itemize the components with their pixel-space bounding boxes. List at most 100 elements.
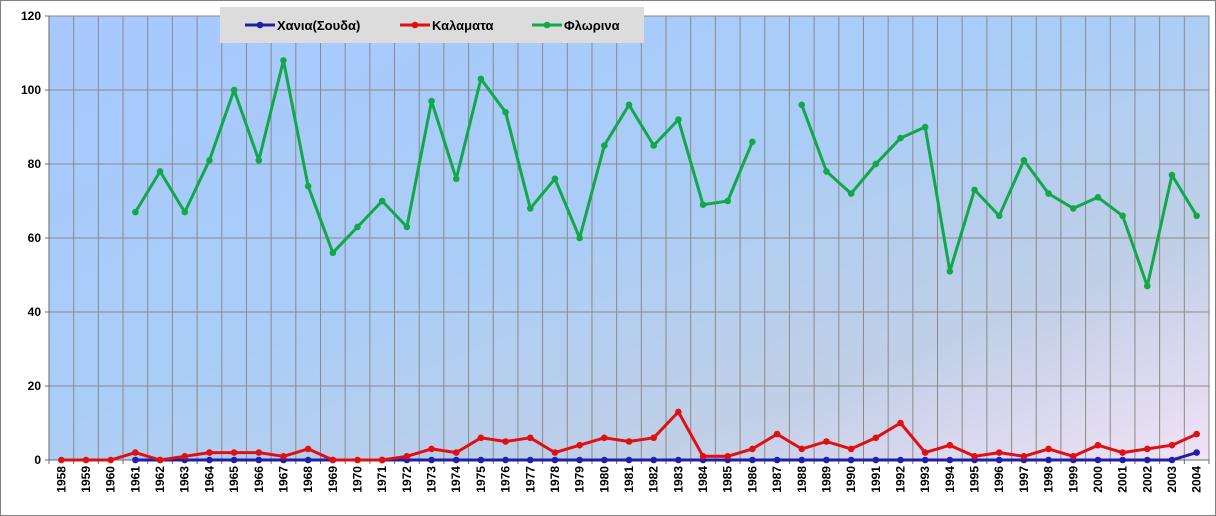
data-point [156,456,164,464]
legend-marker [256,21,264,29]
data-point [724,453,732,460]
data-point [872,160,880,168]
data-point [526,205,534,212]
data-point [823,438,830,445]
data-point [230,456,238,464]
data-point [921,449,929,456]
data-point [1094,441,1102,449]
x-tick-label: 1989 [819,466,833,493]
x-tick-label: 1969 [326,466,340,493]
x-tick-label: 1976 [499,466,513,493]
data-point [502,108,509,116]
legend-label: Καλαματα [432,18,494,33]
data-point [601,434,608,442]
data-point [576,234,583,242]
data-point [107,456,115,464]
data-point [280,57,287,64]
data-point [526,434,534,442]
data-point [773,430,781,438]
data-point [625,101,633,109]
series-line [382,451,1198,462]
data-point [1119,212,1126,220]
data-point [847,456,855,464]
data-point [230,449,238,456]
x-tick-label: 1981 [622,466,636,493]
x-tick-label: 1994 [943,466,957,493]
x-tick-label: 1960 [104,466,118,493]
data-point [1168,171,1176,179]
data-point [1069,205,1077,212]
x-tick-label: 1985 [721,466,735,493]
data-point [921,123,929,131]
x-tick-label: 1958 [54,466,68,493]
y-tick-label: 100 [21,83,41,97]
x-tick-label: 1977 [523,466,537,493]
x-tick-label: 1986 [745,466,759,493]
data-point [206,456,213,464]
series-2 [58,408,1200,464]
data-point [1045,190,1052,197]
data-point [255,157,263,164]
data-point [428,456,435,464]
data-point [897,134,904,142]
data-point [502,456,509,464]
data-point [1045,456,1052,464]
x-tick-label: 1993 [918,466,932,493]
data-point [452,449,460,456]
x-tick-label: 1971 [375,466,389,493]
data-point [847,445,855,453]
data-point [872,434,880,442]
data-point [428,97,435,105]
data-point [798,101,806,109]
legend-marker [411,21,419,29]
gridlines [48,15,1210,461]
legend-marker [543,21,551,29]
data-point [206,449,213,456]
data-point [304,456,312,464]
data-point [749,445,756,453]
x-tick-label: 1980 [597,466,611,493]
data-point [304,182,312,190]
series-3 [132,57,1200,290]
x-tick-label: 2000 [1091,466,1105,493]
series-line [134,58,754,255]
data-point [1119,456,1126,464]
data-point [749,456,756,464]
data-point [675,456,682,464]
data-point [1143,445,1151,453]
data-point [1168,441,1176,449]
x-tick-label: 1983 [671,466,685,493]
legend-box [220,7,644,43]
x-tick-label: 1988 [795,466,809,493]
data-point [798,456,806,464]
x-tick-label: 2002 [1140,466,1154,493]
data-point [551,456,559,464]
x-tick-label: 1997 [1017,466,1031,493]
x-tick-label: 1967 [276,466,290,493]
x-tick-label: 1965 [227,466,241,493]
y-tick-label: 40 [28,305,42,319]
x-tick-label: 1987 [770,466,784,493]
data-point [354,223,361,231]
x-tick-label: 1979 [573,466,587,493]
x-tick-label: 2003 [1165,466,1179,493]
legend-label: Φλωρινα [564,18,620,33]
x-tick-label: 1962 [153,466,167,493]
x-tick-label: 1964 [202,466,216,493]
data-point [576,456,583,464]
x-tick-label: 1992 [893,466,907,493]
data-point [378,456,386,464]
y-tick-label: 120 [21,9,41,23]
legend-label: Χανια(Σουδα) [277,18,360,33]
x-tick-label: 1990 [844,466,858,493]
data-point [132,449,139,456]
x-tick-label: 2001 [1116,466,1130,493]
x-tick-label: 1978 [548,466,562,493]
x-tick-label: 1970 [351,466,365,493]
y-tick-label: 0 [34,453,41,467]
data-point [971,186,978,194]
data-point [995,456,1003,464]
data-point [181,453,189,460]
